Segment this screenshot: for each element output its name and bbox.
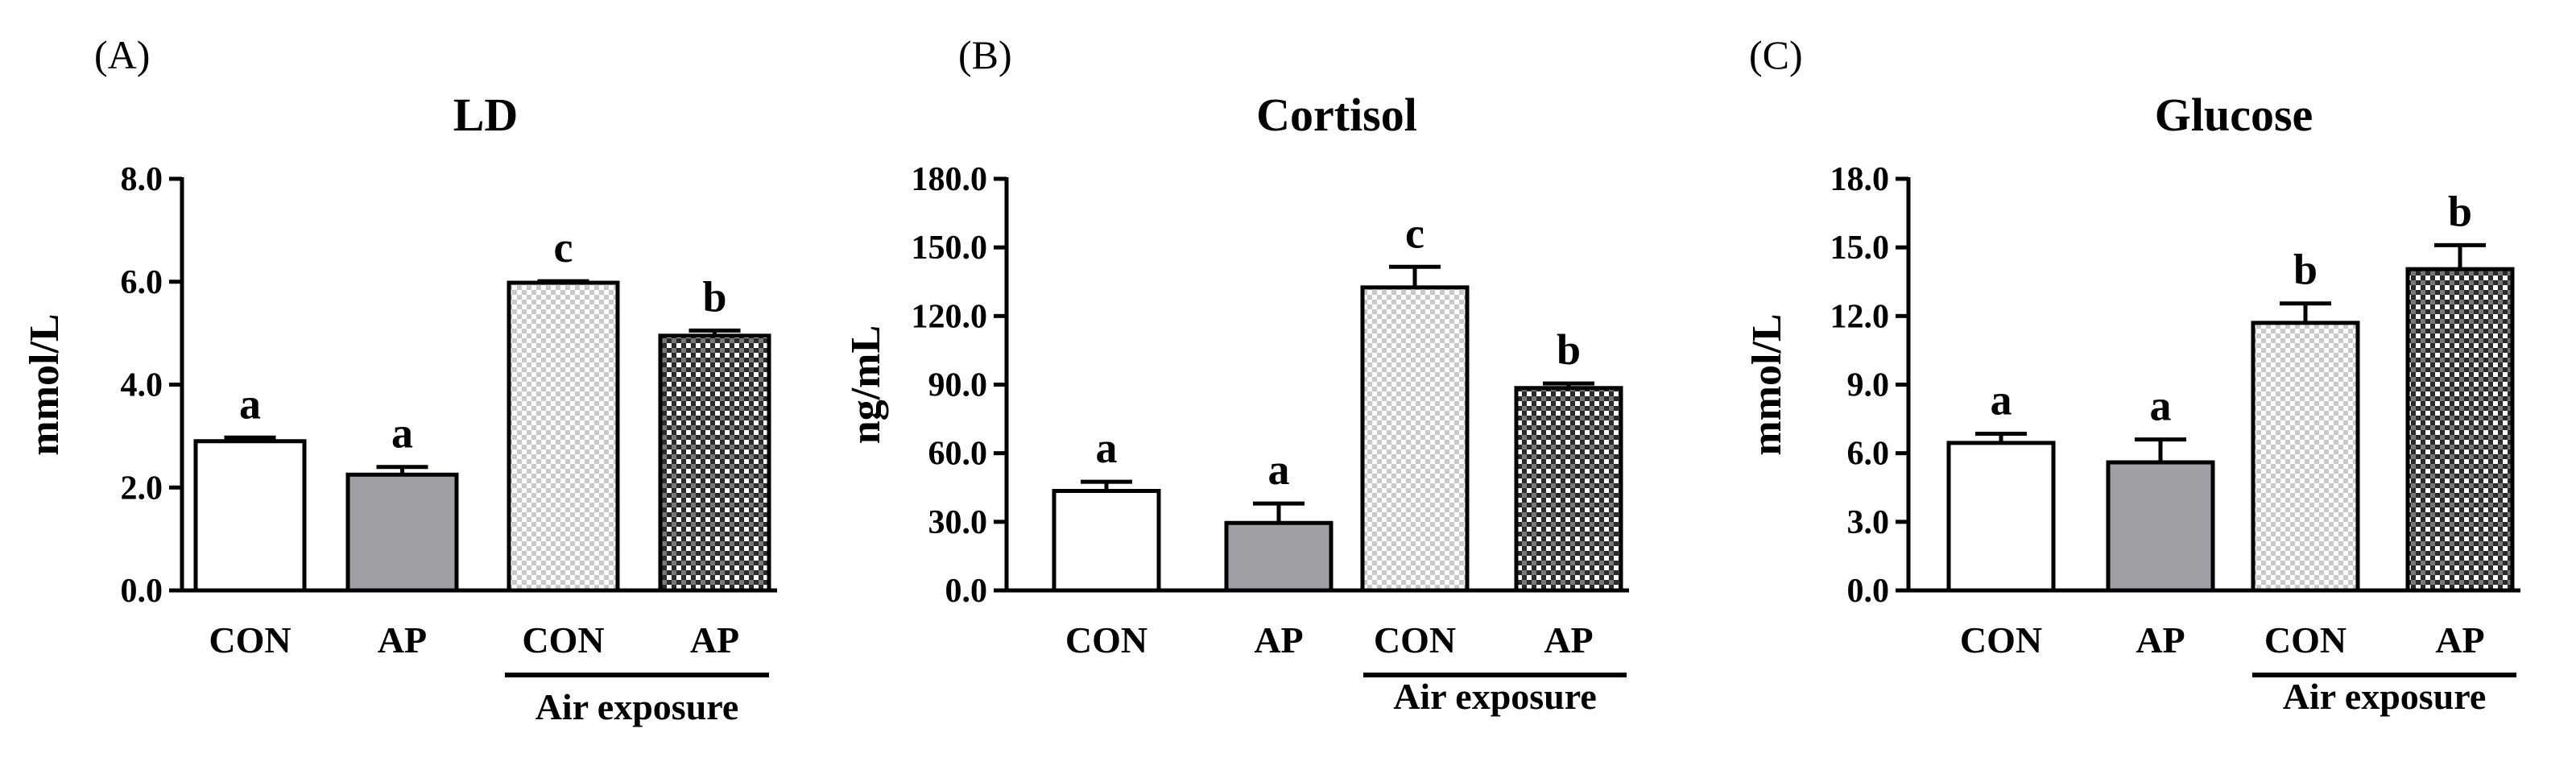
group-label: Air exposure (1393, 676, 1597, 717)
category-label: AP (2435, 619, 2484, 660)
y-axis-label: mmol/L (22, 313, 68, 455)
bar (1360, 285, 1470, 593)
category-label: AP (1544, 619, 1593, 660)
category-label: CON (1374, 619, 1456, 660)
y-tick-label: 0.0 (121, 573, 163, 610)
chart-title: Glucose (2155, 89, 2313, 141)
chart-title: LD (453, 89, 519, 141)
significance-label: a (2150, 382, 2172, 430)
category-label: CON (522, 619, 604, 660)
y-tick-label: 2.0 (121, 470, 163, 507)
y-tick-label: 120.0 (912, 298, 988, 335)
significance-label: b (2448, 187, 2472, 235)
y-tick-label: 180.0 (912, 161, 988, 198)
category-label: AP (1254, 619, 1303, 660)
category-label: CON (2264, 619, 2347, 660)
significance-label: a (1268, 445, 1290, 494)
y-tick-label: 30.0 (928, 504, 988, 541)
category-label: CON (1960, 619, 2042, 660)
panel-label: (A) (94, 32, 150, 77)
significance-label: a (239, 379, 261, 428)
y-tick-label: 6.0 (1847, 436, 1890, 473)
bar (1224, 520, 1333, 593)
category-label: AP (378, 619, 427, 660)
significance-label: a (391, 409, 413, 458)
significance-label: b (2293, 246, 2318, 294)
bar (507, 280, 620, 593)
y-tick-label: 6.0 (121, 264, 163, 301)
bar (2106, 460, 2215, 593)
bar (658, 333, 771, 593)
y-tick-label: 60.0 (928, 436, 988, 473)
group-label: Air exposure (535, 686, 739, 727)
significance-label: a (1991, 376, 2012, 424)
bar (193, 439, 307, 593)
bar (1052, 489, 1161, 593)
bar (2405, 267, 2515, 593)
y-tick-label: 18.0 (1830, 161, 1890, 198)
bar (1946, 441, 2056, 593)
panel-label: (B) (958, 32, 1012, 77)
bar (1514, 386, 1623, 593)
chart-panel-1: (A) LD mmol/L 0.0 2.0 4.0 6.0 8.0 a CON a AP c CON b AP… (22, 32, 777, 727)
category-label: AP (2136, 619, 2185, 660)
y-axis-label: mmol/L (1744, 313, 1790, 455)
y-tick-label: 150.0 (912, 230, 988, 267)
panel-label: (C) (1749, 32, 1803, 77)
category-label: CON (1065, 619, 1147, 660)
category-label: AP (690, 619, 739, 660)
y-axis-label: ng/mL (843, 325, 889, 444)
chart-panel-2: (B) Cortisol ng/mL 0.0 30.0 60.0 90.0 120.0 150.… (843, 32, 1629, 717)
y-tick-label: 9.0 (1847, 367, 1890, 404)
y-tick-label: 8.0 (121, 161, 163, 198)
chart-panel-3: (C) Glucose mmol/L 0.0 3.0 6.0 9.0 12.0 15.0 18.0… (1744, 32, 2520, 717)
y-tick-label: 90.0 (928, 367, 988, 404)
significance-label: a (1096, 424, 1118, 472)
bar (345, 472, 459, 593)
y-tick-label: 12.0 (1830, 298, 1890, 335)
significance-label: b (702, 272, 726, 321)
y-tick-label: 4.0 (121, 367, 163, 404)
significance-label: b (1557, 325, 1581, 374)
significance-label: c (554, 223, 573, 271)
y-tick-label: 0.0 (945, 573, 988, 610)
significance-label: c (1405, 209, 1424, 257)
chart-title: Cortisol (1256, 89, 1417, 141)
y-tick-label: 15.0 (1830, 230, 1890, 267)
group-label: Air exposure (2283, 676, 2487, 717)
y-tick-label: 0.0 (1847, 573, 1890, 610)
bar (2251, 321, 2360, 593)
y-tick-label: 3.0 (1847, 504, 1890, 541)
chart-panels: (A) LD mmol/L 0.0 2.0 4.0 6.0 8.0 a CON a AP c CON b AP… (22, 32, 2520, 727)
category-label: CON (209, 619, 291, 660)
